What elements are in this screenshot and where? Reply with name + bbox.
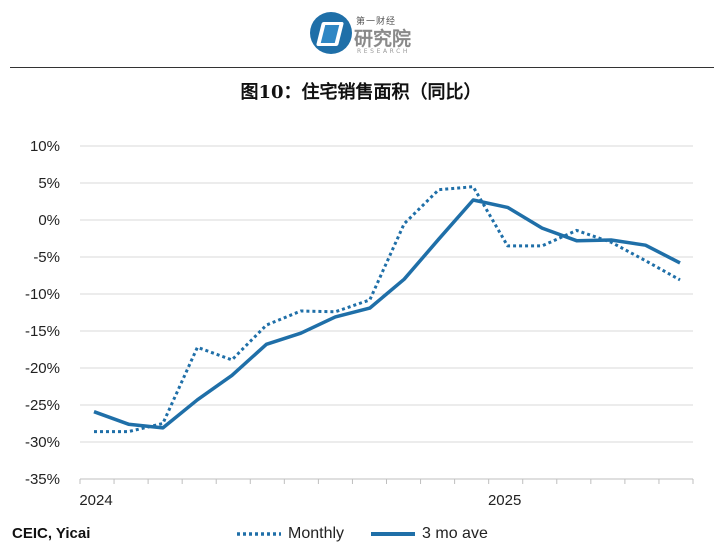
y-tick-label: -10%: [25, 286, 60, 303]
series-line-3mo-ave: [93, 198, 681, 430]
x-tick-label: 2025: [488, 492, 521, 509]
y-tick-label: -35%: [25, 471, 60, 488]
logo-sub-text: RESEARCH: [357, 48, 411, 55]
y-tick-label: 0%: [38, 212, 60, 229]
y-tick-label: -5%: [33, 249, 60, 266]
logo: 第一财经 研究院 RESEARCH: [310, 10, 414, 60]
legend-swatch-solid: [371, 532, 416, 536]
series-lines: [93, 185, 681, 434]
logo-small-text: 第一财经: [356, 17, 397, 27]
legend: Monthly 3 mo ave: [236, 524, 514, 544]
header: 第一财经 研究院 RESEARCH: [0, 0, 722, 68]
legend-label-monthly: Monthly: [288, 525, 345, 542]
y-tick-label: -25%: [25, 397, 60, 414]
y-tick-label: -20%: [25, 360, 60, 377]
logo-main-text: 研究院: [354, 28, 412, 50]
y-tick-label: 5%: [38, 175, 60, 192]
grid-lines: [80, 145, 693, 480]
legend-swatch-dotted: [237, 532, 281, 536]
chart-area: 10%5%0%-5%-10%-15%-20%-25%-30%-35% 2024 2…: [25, 138, 694, 509]
source-note: CEIC, Yicai: [12, 525, 91, 542]
legend-item-3mo-ave: 3 mo ave: [370, 525, 488, 543]
x-axis-ticks: 2024 2025: [79, 479, 694, 509]
y-tick-label: -15%: [25, 323, 60, 340]
y-tick-label: 10%: [30, 138, 60, 155]
y-tick-label: -30%: [25, 434, 60, 451]
logo-icon: [310, 12, 352, 54]
legend-label-3mo-ave: 3 mo ave: [422, 525, 488, 542]
legend-item-monthly: Monthly: [236, 525, 344, 543]
chart-title: 图10：住宅销售面积（同比）: [240, 82, 482, 103]
series-line-monthly: [94, 185, 681, 434]
header-rule: [10, 67, 714, 68]
y-axis-ticks: 10% 5% 0% -5% -10% -15% -20% -25% -30% -35%: [25, 138, 60, 488]
x-tick-label: 2024: [79, 492, 112, 509]
